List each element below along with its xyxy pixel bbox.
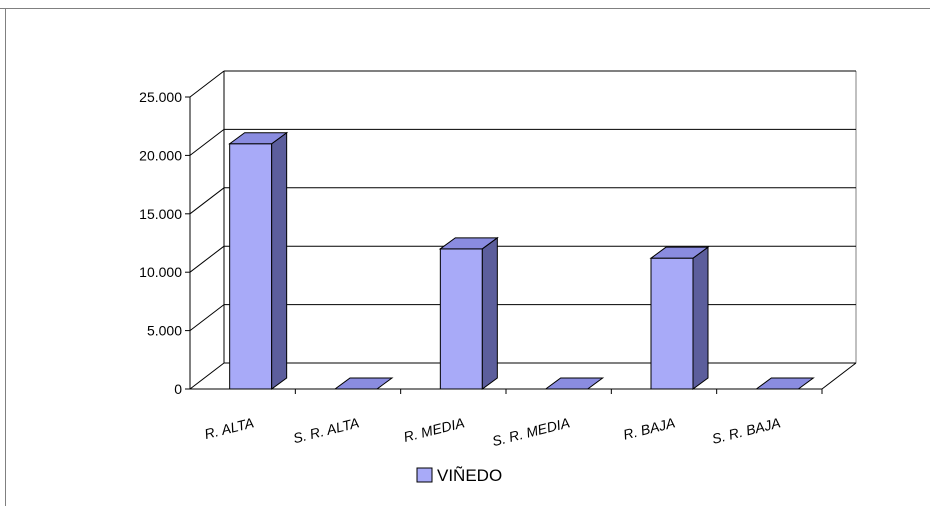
bar-zero bbox=[544, 377, 605, 390]
x-tick-label: R. MEDIA bbox=[402, 414, 466, 445]
x-tick-label: R. ALTA bbox=[203, 414, 256, 442]
bar-side bbox=[481, 236, 498, 390]
x-tick-label: S. R. BAJA bbox=[710, 414, 782, 446]
bar-side bbox=[692, 246, 709, 390]
x-tick-label: S. R. MEDIA bbox=[491, 414, 572, 449]
y-axis-ticks: 0 5.000 10.000 15.000 20.000 25.000 bbox=[139, 89, 190, 397]
bar-side bbox=[271, 131, 288, 390]
bar bbox=[229, 143, 273, 390]
gridline-side bbox=[189, 129, 225, 156]
y-tick-label: 0 bbox=[174, 381, 182, 397]
x-tick-label: S. R. ALTA bbox=[291, 414, 360, 446]
floor-right-edge bbox=[821, 362, 857, 390]
legend-swatch bbox=[416, 467, 433, 483]
gridline-side bbox=[189, 187, 225, 215]
gridline-side bbox=[189, 70, 225, 98]
bar-top bbox=[438, 237, 499, 250]
gridline-side bbox=[189, 304, 225, 331]
bar bbox=[439, 248, 483, 390]
bar-top bbox=[649, 246, 710, 259]
x-axis-labels: R. ALTA S. R. ALTA R. MEDIA S. R. MEDIA R. B… bbox=[203, 389, 823, 449]
bar-top bbox=[228, 132, 289, 145]
y-tick-label: 25.000 bbox=[139, 89, 182, 105]
gridline-side bbox=[189, 362, 225, 390]
y-tick-label: 5.000 bbox=[147, 323, 182, 339]
legend-label: VIÑEDO bbox=[437, 466, 502, 485]
bars bbox=[228, 131, 815, 390]
y-tick-label: 10.000 bbox=[139, 264, 182, 280]
bar bbox=[650, 257, 694, 390]
bar-zero bbox=[754, 377, 815, 390]
legend: VIÑEDO bbox=[416, 466, 502, 485]
x-tick-label: R. BAJA bbox=[622, 414, 677, 442]
y-tick-label: 20.000 bbox=[139, 147, 182, 163]
y-tick-label: 15.000 bbox=[139, 206, 182, 222]
bar-zero bbox=[333, 377, 394, 390]
plot-area bbox=[189, 70, 857, 390]
gridline-side bbox=[189, 245, 225, 273]
